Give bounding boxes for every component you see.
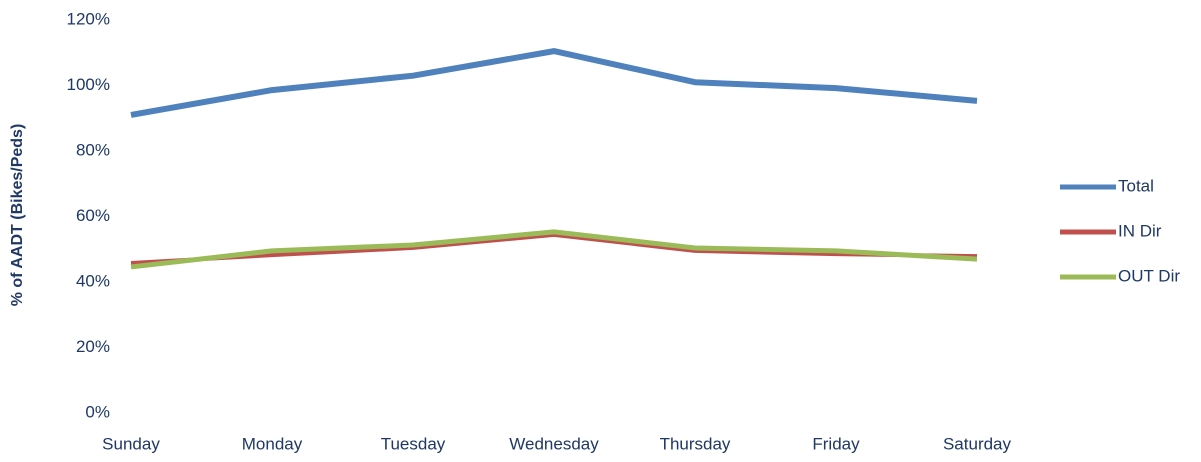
x-tick-label: Sunday bbox=[102, 434, 160, 453]
x-tick-label: Thursday bbox=[660, 434, 731, 453]
y-tick-label: 20% bbox=[76, 337, 110, 356]
data-line bbox=[130, 229, 978, 270]
data-line bbox=[130, 232, 978, 266]
y-tick-label: 80% bbox=[76, 140, 110, 159]
y-tick-label: 40% bbox=[76, 271, 110, 290]
x-tick-label: Friday bbox=[812, 434, 860, 453]
x-tick-label: Tuesday bbox=[381, 434, 446, 453]
y-tick-label: 100% bbox=[67, 75, 110, 94]
y-tick-label: 60% bbox=[76, 206, 110, 225]
y-tick-label: 120% bbox=[67, 9, 110, 28]
legend-label: Total bbox=[1118, 176, 1154, 195]
legend-label: IN Dir bbox=[1118, 221, 1162, 240]
x-tick-label: Saturday bbox=[943, 434, 1012, 453]
x-tick-label: Wednesday bbox=[509, 434, 599, 453]
legend-label: OUT Dir bbox=[1118, 266, 1180, 285]
y-tick-label: 0% bbox=[85, 402, 110, 421]
y-axis-title: % of AADT (Bikes/Peds) bbox=[9, 124, 26, 307]
data-line bbox=[130, 48, 978, 118]
x-tick-label: Monday bbox=[242, 434, 303, 453]
